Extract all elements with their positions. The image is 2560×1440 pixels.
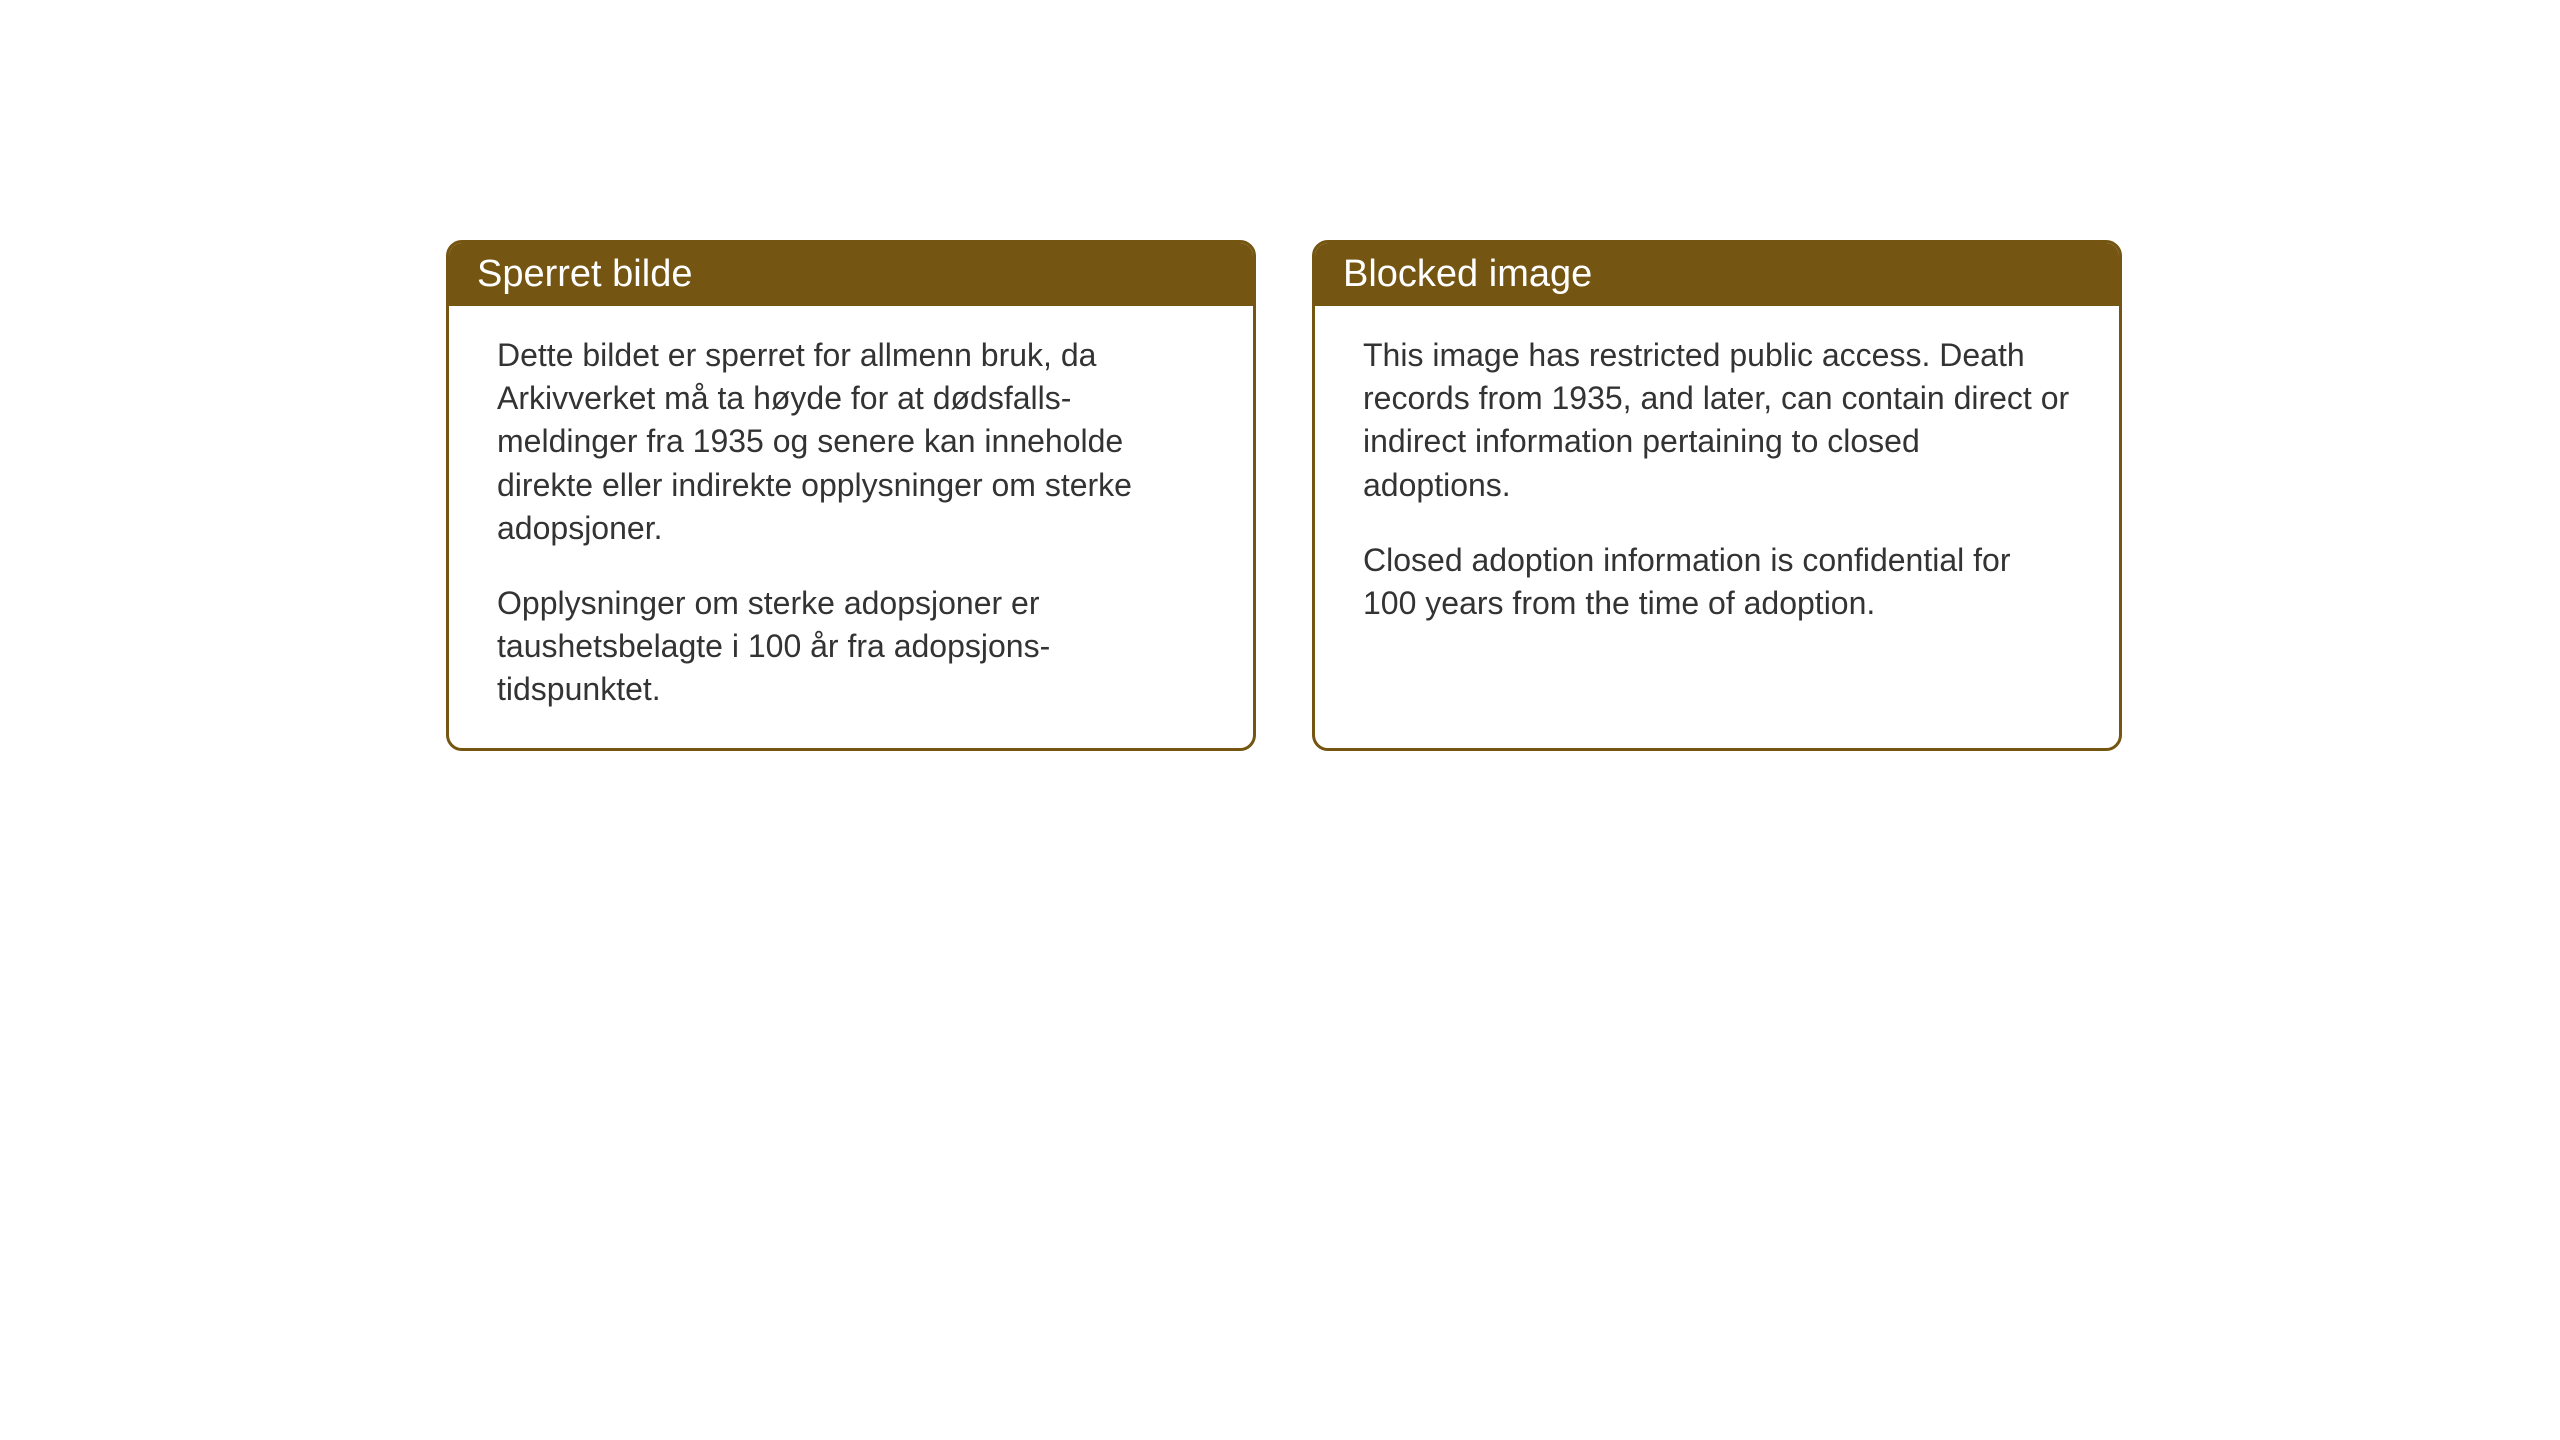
cards-container: Sperret bilde Dette bildet er sperret fo… <box>0 0 2560 751</box>
card-english-title: Blocked image <box>1343 253 1592 295</box>
card-english-header: Blocked image <box>1315 243 2119 306</box>
card-english-paragraph-2: Closed adoption information is confident… <box>1363 539 2071 625</box>
card-norwegian-paragraph-1: Dette bildet er sperret for allmenn bruk… <box>497 334 1205 550</box>
card-english-body: This image has restricted public access.… <box>1315 306 2119 661</box>
card-norwegian: Sperret bilde Dette bildet er sperret fo… <box>446 240 1256 751</box>
card-english: Blocked image This image has restricted … <box>1312 240 2122 751</box>
card-norwegian-paragraph-2: Opplysninger om sterke adopsjoner er tau… <box>497 582 1205 712</box>
card-norwegian-title: Sperret bilde <box>477 253 692 295</box>
card-english-paragraph-1: This image has restricted public access.… <box>1363 334 2071 507</box>
card-norwegian-header: Sperret bilde <box>449 243 1253 306</box>
card-norwegian-body: Dette bildet er sperret for allmenn bruk… <box>449 306 1253 748</box>
